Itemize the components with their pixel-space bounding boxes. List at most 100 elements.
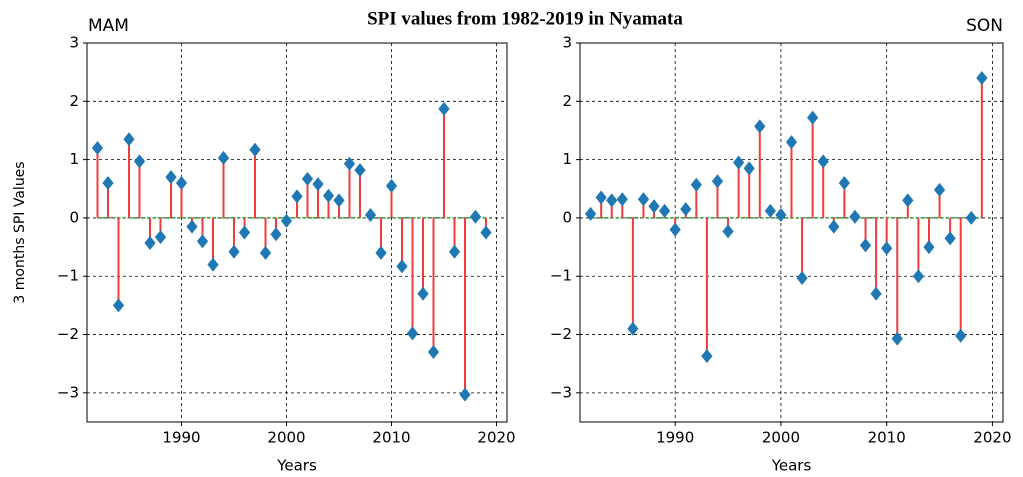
x-axis-label: Years — [276, 457, 317, 475]
marker — [217, 150, 230, 165]
y-tick-label: 0 — [69, 208, 79, 226]
marker — [796, 270, 808, 285]
subplot: −3 −2 −1 0 1 2 3 1990 2000 2010 2020 Years 3 months … — [12, 16, 516, 475]
marker — [902, 193, 914, 208]
marker — [301, 171, 314, 186]
axes-frame — [579, 42, 1004, 423]
marker — [270, 227, 282, 242]
y-tick-label: 1 — [562, 150, 572, 168]
marker — [438, 101, 450, 116]
marker — [881, 241, 893, 256]
x-tick-label: 2000 — [762, 429, 800, 447]
marker — [112, 298, 125, 313]
y-tick-label: 2 — [69, 92, 79, 110]
marker — [354, 163, 366, 178]
marker — [807, 110, 819, 125]
marker — [144, 235, 156, 250]
marker — [249, 142, 261, 157]
x-tick-label: 2000 — [267, 429, 305, 447]
marker — [754, 119, 766, 134]
marker — [165, 170, 177, 185]
marker — [343, 156, 356, 171]
y-tick-label: −3 — [550, 383, 572, 401]
marker — [775, 208, 787, 223]
marker — [637, 192, 650, 207]
marker — [711, 174, 724, 189]
marker — [965, 210, 977, 225]
marker — [469, 209, 482, 224]
marker — [733, 155, 745, 170]
marker — [375, 245, 387, 260]
x-tick-label: 2010 — [868, 429, 906, 447]
marker — [764, 203, 776, 218]
marker — [448, 244, 461, 259]
marker — [322, 188, 335, 203]
y-tick-label: −2 — [550, 325, 572, 343]
marker — [595, 190, 607, 205]
marker — [238, 225, 251, 240]
marker — [701, 349, 713, 364]
marker — [102, 175, 114, 190]
marker — [280, 213, 293, 228]
marker — [912, 269, 924, 284]
y-tick-label: −1 — [550, 267, 572, 285]
y-tick-label: −1 — [57, 267, 79, 285]
marker — [312, 177, 324, 192]
marker — [291, 189, 303, 204]
x-tick-label: 2020 — [973, 429, 1011, 447]
y-tick-label: 1 — [69, 150, 79, 168]
marker — [859, 238, 872, 253]
y-tick-label: −2 — [57, 325, 79, 343]
marker — [870, 286, 882, 301]
marker — [406, 326, 419, 341]
y-tick-label: 2 — [562, 92, 572, 110]
marker — [659, 203, 671, 218]
subplot-title: MAM — [88, 16, 129, 36]
marker — [228, 244, 240, 259]
marker — [606, 193, 618, 208]
y-tick-label: 3 — [69, 34, 79, 52]
marker — [584, 206, 597, 221]
marker — [417, 286, 429, 301]
subplot: −3 −2 −1 0 1 2 3 1990 2000 2010 2020 Years SON — [550, 16, 1012, 475]
marker — [785, 135, 798, 150]
y-tick-label: 3 — [562, 34, 572, 52]
marker — [396, 259, 408, 274]
marker — [627, 321, 639, 336]
marker — [364, 208, 377, 223]
marker — [944, 231, 956, 246]
x-tick-label: 2020 — [477, 429, 515, 447]
axes-frame — [86, 42, 508, 423]
x-tick-label: 1990 — [656, 429, 694, 447]
marker — [680, 202, 692, 217]
marker — [91, 140, 104, 155]
marker — [722, 224, 734, 239]
subplot-title: SON — [966, 16, 1003, 36]
marker — [480, 225, 492, 240]
marker — [976, 70, 988, 85]
marker — [616, 192, 628, 207]
marker — [385, 178, 398, 193]
y-axis-label: 3 months SPI Values — [12, 161, 28, 303]
x-tick-label: 1990 — [162, 429, 200, 447]
marker — [743, 161, 755, 176]
x-tick-label: 2010 — [372, 429, 410, 447]
marker — [933, 182, 946, 197]
figure-title: SPI values from 1982-2019 in Nyamata — [367, 8, 683, 29]
marker — [459, 387, 471, 402]
marker — [923, 240, 935, 255]
marker — [955, 328, 967, 343]
marker — [154, 230, 167, 245]
marker — [259, 245, 272, 260]
marker — [427, 345, 440, 360]
marker — [133, 154, 146, 169]
marker — [891, 331, 903, 346]
y-tick-label: 0 — [562, 208, 572, 226]
marker — [123, 132, 135, 147]
marker — [849, 209, 861, 224]
y-tick-label: −3 — [57, 383, 79, 401]
marker — [207, 257, 219, 272]
marker — [817, 154, 829, 169]
x-axis-label: Years — [771, 457, 812, 475]
